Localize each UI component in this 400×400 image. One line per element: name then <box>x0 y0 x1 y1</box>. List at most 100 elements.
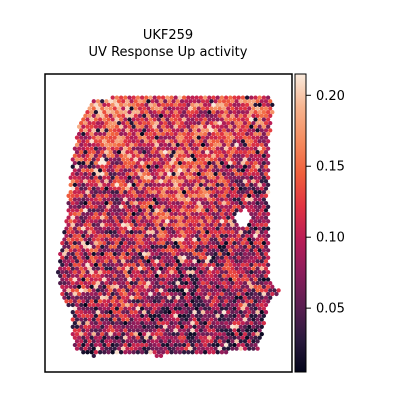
tissue-spot <box>190 292 194 296</box>
tissue-spot <box>180 230 184 234</box>
tissue-spot <box>192 143 196 147</box>
tissue-spot <box>243 252 247 256</box>
tissue-spot <box>132 277 136 281</box>
tissue-spot <box>186 328 190 332</box>
tissue-spot <box>255 310 259 314</box>
tissue-spot <box>121 135 125 139</box>
tissue-spot <box>199 270 203 274</box>
tissue-spot <box>180 310 184 314</box>
tissue-spot <box>218 281 222 285</box>
tissue-spot <box>108 325 112 329</box>
tissue-spot <box>85 212 89 216</box>
tissue-spot <box>142 223 146 227</box>
tissue-spot <box>176 128 180 132</box>
tissue-spot <box>253 168 257 172</box>
tissue-spot <box>205 186 209 190</box>
tissue-spot <box>205 165 209 169</box>
tissue-spot <box>241 117 245 121</box>
tissue-spot <box>148 343 152 347</box>
tissue-spot <box>163 346 167 350</box>
tissue-spot <box>220 241 224 245</box>
tissue-spot <box>262 241 266 245</box>
tissue-spot <box>203 176 207 180</box>
tissue-spot <box>71 266 75 270</box>
tissue-spot <box>144 212 148 216</box>
tissue-spot <box>216 343 220 347</box>
tissue-spot <box>226 186 230 190</box>
tissue-spot <box>190 328 194 332</box>
tissue-spot <box>148 241 152 245</box>
tissue-spot <box>73 190 77 194</box>
tissue-spot <box>180 165 184 169</box>
tissue-spot <box>111 256 115 260</box>
tissue-spot <box>106 190 110 194</box>
tissue-spot <box>171 208 175 212</box>
tissue-spot <box>96 143 100 147</box>
tissue-spot <box>98 110 102 114</box>
tissue-spot <box>245 328 249 332</box>
tissue-spot <box>195 146 199 150</box>
tissue-spot <box>144 277 148 281</box>
tissue-spot <box>232 263 236 267</box>
tissue-spot <box>237 292 241 296</box>
tissue-spot <box>201 310 205 314</box>
tissue-spot <box>155 346 159 350</box>
tissue-spot <box>251 135 255 139</box>
tissue-spot <box>111 103 115 107</box>
tissue-spot <box>226 266 230 270</box>
tissue-spot <box>197 317 201 321</box>
tissue-spot <box>138 135 142 139</box>
tissue-spot <box>232 117 236 121</box>
tissue-spot <box>167 186 171 190</box>
tissue-spot <box>144 103 148 107</box>
tissue-spot <box>201 332 205 336</box>
tissue-spot <box>146 303 150 307</box>
tissue-spot <box>134 186 138 190</box>
tissue-spot <box>260 194 264 198</box>
tissue-spot <box>264 259 268 263</box>
tissue-spot <box>243 310 247 314</box>
tissue-spot <box>207 314 211 318</box>
tissue-spot <box>108 223 112 227</box>
tissue-spot <box>262 197 266 201</box>
tissue-spot <box>262 263 266 267</box>
tissue-spot <box>199 183 203 187</box>
tissue-spot <box>83 216 87 220</box>
tissue-spot <box>176 317 180 321</box>
tissue-spot <box>205 296 209 300</box>
tissue-spot <box>241 336 245 340</box>
tissue-spot <box>264 186 268 190</box>
tissue-spot <box>140 226 144 230</box>
tissue-spot <box>188 150 192 154</box>
tissue-spot <box>232 226 236 230</box>
tissue-spot <box>73 277 77 281</box>
tissue-spot <box>102 321 106 325</box>
tissue-spot <box>199 168 203 172</box>
tissue-spot <box>165 95 169 99</box>
tissue-spot <box>195 190 199 194</box>
tissue-spot <box>199 205 203 209</box>
tissue-spot <box>180 317 184 321</box>
tissue-spot <box>186 205 190 209</box>
tissue-spot <box>153 270 157 274</box>
tissue-spot <box>146 114 150 118</box>
tissue-spot <box>190 336 194 340</box>
tissue-spot <box>98 183 102 187</box>
tissue-spot <box>127 314 131 318</box>
tissue-spot <box>220 132 224 136</box>
tissue-spot <box>226 208 230 212</box>
tissue-spot <box>155 266 159 270</box>
tissue-spot <box>102 277 106 281</box>
tissue-spot <box>188 201 192 205</box>
tissue-spot <box>117 310 121 314</box>
tissue-spot <box>234 310 238 314</box>
tissue-spot <box>258 95 262 99</box>
tissue-spot <box>161 343 165 347</box>
tissue-spot <box>258 277 262 281</box>
tissue-spot <box>165 328 169 332</box>
tissue-spot <box>186 183 190 187</box>
tissue-spot <box>197 303 201 307</box>
tissue-spot <box>169 219 173 223</box>
tissue-spot <box>197 288 201 292</box>
tissue-spot <box>136 139 140 143</box>
